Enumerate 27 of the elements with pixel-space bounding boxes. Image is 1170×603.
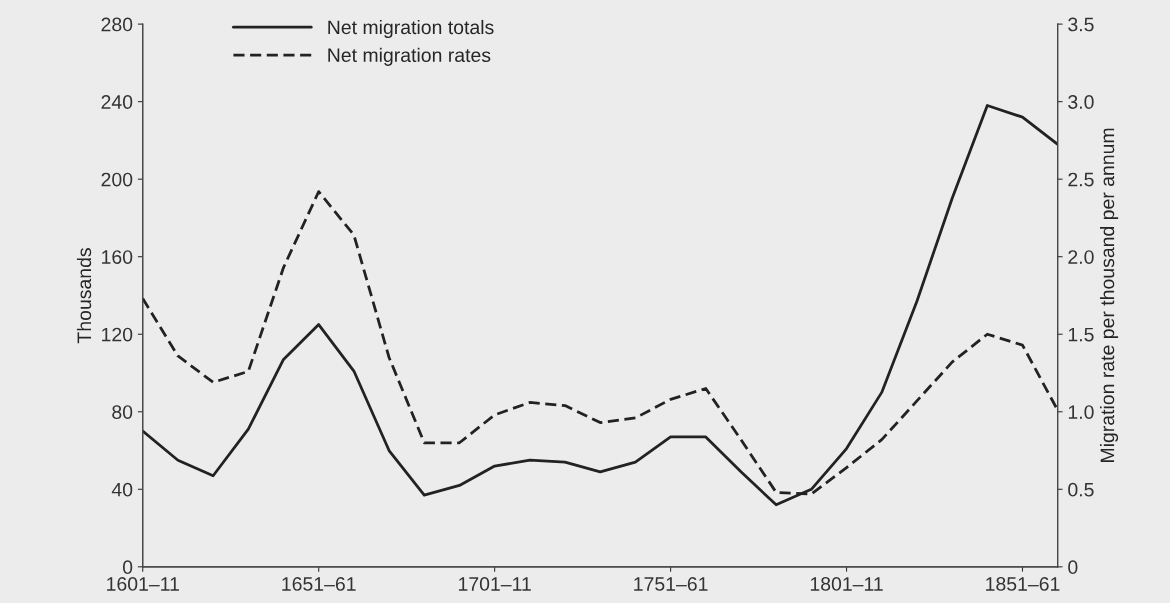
y2-tick-label: 3.5 bbox=[1068, 17, 1094, 32]
x-tick-label: 1801–11 bbox=[810, 577, 883, 591]
y2-tick-label: 0 bbox=[1068, 560, 1078, 575]
y2-axis-title: Migration rate per thousand per annum bbox=[1099, 128, 1119, 462]
y2-tick-label: 2.5 bbox=[1068, 172, 1094, 187]
y-tick-label: 240 bbox=[101, 95, 133, 109]
y2-tick-label: 0.5 bbox=[1068, 482, 1094, 497]
x-tick-label: 1851–61 bbox=[986, 577, 1060, 591]
y-tick-label: 0 bbox=[122, 560, 133, 575]
y2-tick-label: 3.0 bbox=[1068, 95, 1094, 109]
x-tick-label: 1651–61 bbox=[282, 577, 356, 591]
x-tick-label: 1601–11 bbox=[107, 577, 179, 591]
y-tick-label: 160 bbox=[102, 250, 133, 264]
legend-label: Net migration totals bbox=[328, 19, 494, 39]
y-tick-label: 200 bbox=[101, 172, 133, 187]
y2-tick-label: 1.0 bbox=[1068, 405, 1094, 419]
y-tick-label: 120 bbox=[102, 327, 133, 342]
y-axis-title: Thousands bbox=[76, 248, 92, 344]
y-tick-label: 280 bbox=[101, 17, 133, 32]
line-series bbox=[142, 104, 1058, 507]
x-tick-label: 1751–61 bbox=[634, 577, 708, 591]
legend-label: Net migration rates bbox=[328, 47, 491, 66]
y2-tick-label: 1.5 bbox=[1068, 327, 1094, 342]
y2-tick-label: 2.0 bbox=[1068, 250, 1094, 264]
x-tick-label: 1701–11 bbox=[458, 577, 531, 591]
y-tick-label: 80 bbox=[112, 405, 133, 419]
y-tick-label: 40 bbox=[111, 482, 133, 497]
